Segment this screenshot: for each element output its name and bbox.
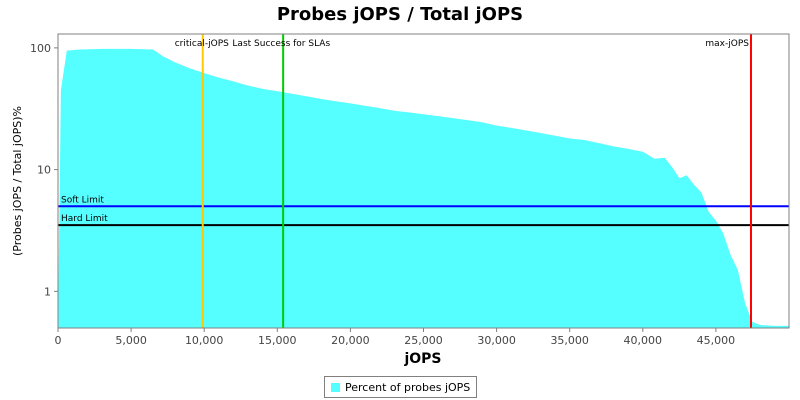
- y-tick-label-1: 10: [37, 164, 51, 177]
- marker-label-0: critical-jOPS: [175, 39, 229, 49]
- x-tick-label-1: 5,000: [115, 334, 147, 347]
- x-tick-label-0: 0: [55, 334, 62, 347]
- legend: Percent of probes jOPS: [324, 376, 478, 398]
- y-tick-label-2: 100: [30, 42, 51, 55]
- x-tick-label-8: 40,000: [624, 334, 663, 347]
- threshold-label-1: Hard Limit: [61, 214, 108, 224]
- chart-title: Probes jOPS / Total jOPS: [276, 4, 524, 25]
- plot-area: Soft Limit Hard Limit critical-jOPS Last Su…: [58, 34, 789, 329]
- x-tick-label-3: 15,000: [258, 334, 297, 347]
- marker-label-1: Last Success for SLAs: [232, 39, 330, 49]
- y-tick-label-0: 1: [44, 285, 51, 298]
- x-tick-label-4: 20,000: [331, 334, 370, 347]
- x-tick-label-7: 35,000: [550, 334, 589, 347]
- legend-label: Percent of probes jOPS: [345, 380, 471, 394]
- marker-label-2: max-jOPS: [705, 39, 749, 49]
- legend-swatch-icon: [331, 382, 340, 392]
- x-tick-label-2: 10,000: [185, 334, 224, 347]
- x-axis-title: jOPS: [403, 351, 441, 367]
- x-tick-label-9: 45,000: [697, 334, 736, 347]
- x-tick-label-6: 30,000: [477, 334, 516, 347]
- y-axis-title: (Probes jOPS / Total jOPS)%: [11, 106, 24, 256]
- x-tick-label-5: 25,000: [404, 334, 443, 347]
- series-area-0: [58, 48, 789, 329]
- threshold-label-0: Soft Limit: [61, 195, 104, 205]
